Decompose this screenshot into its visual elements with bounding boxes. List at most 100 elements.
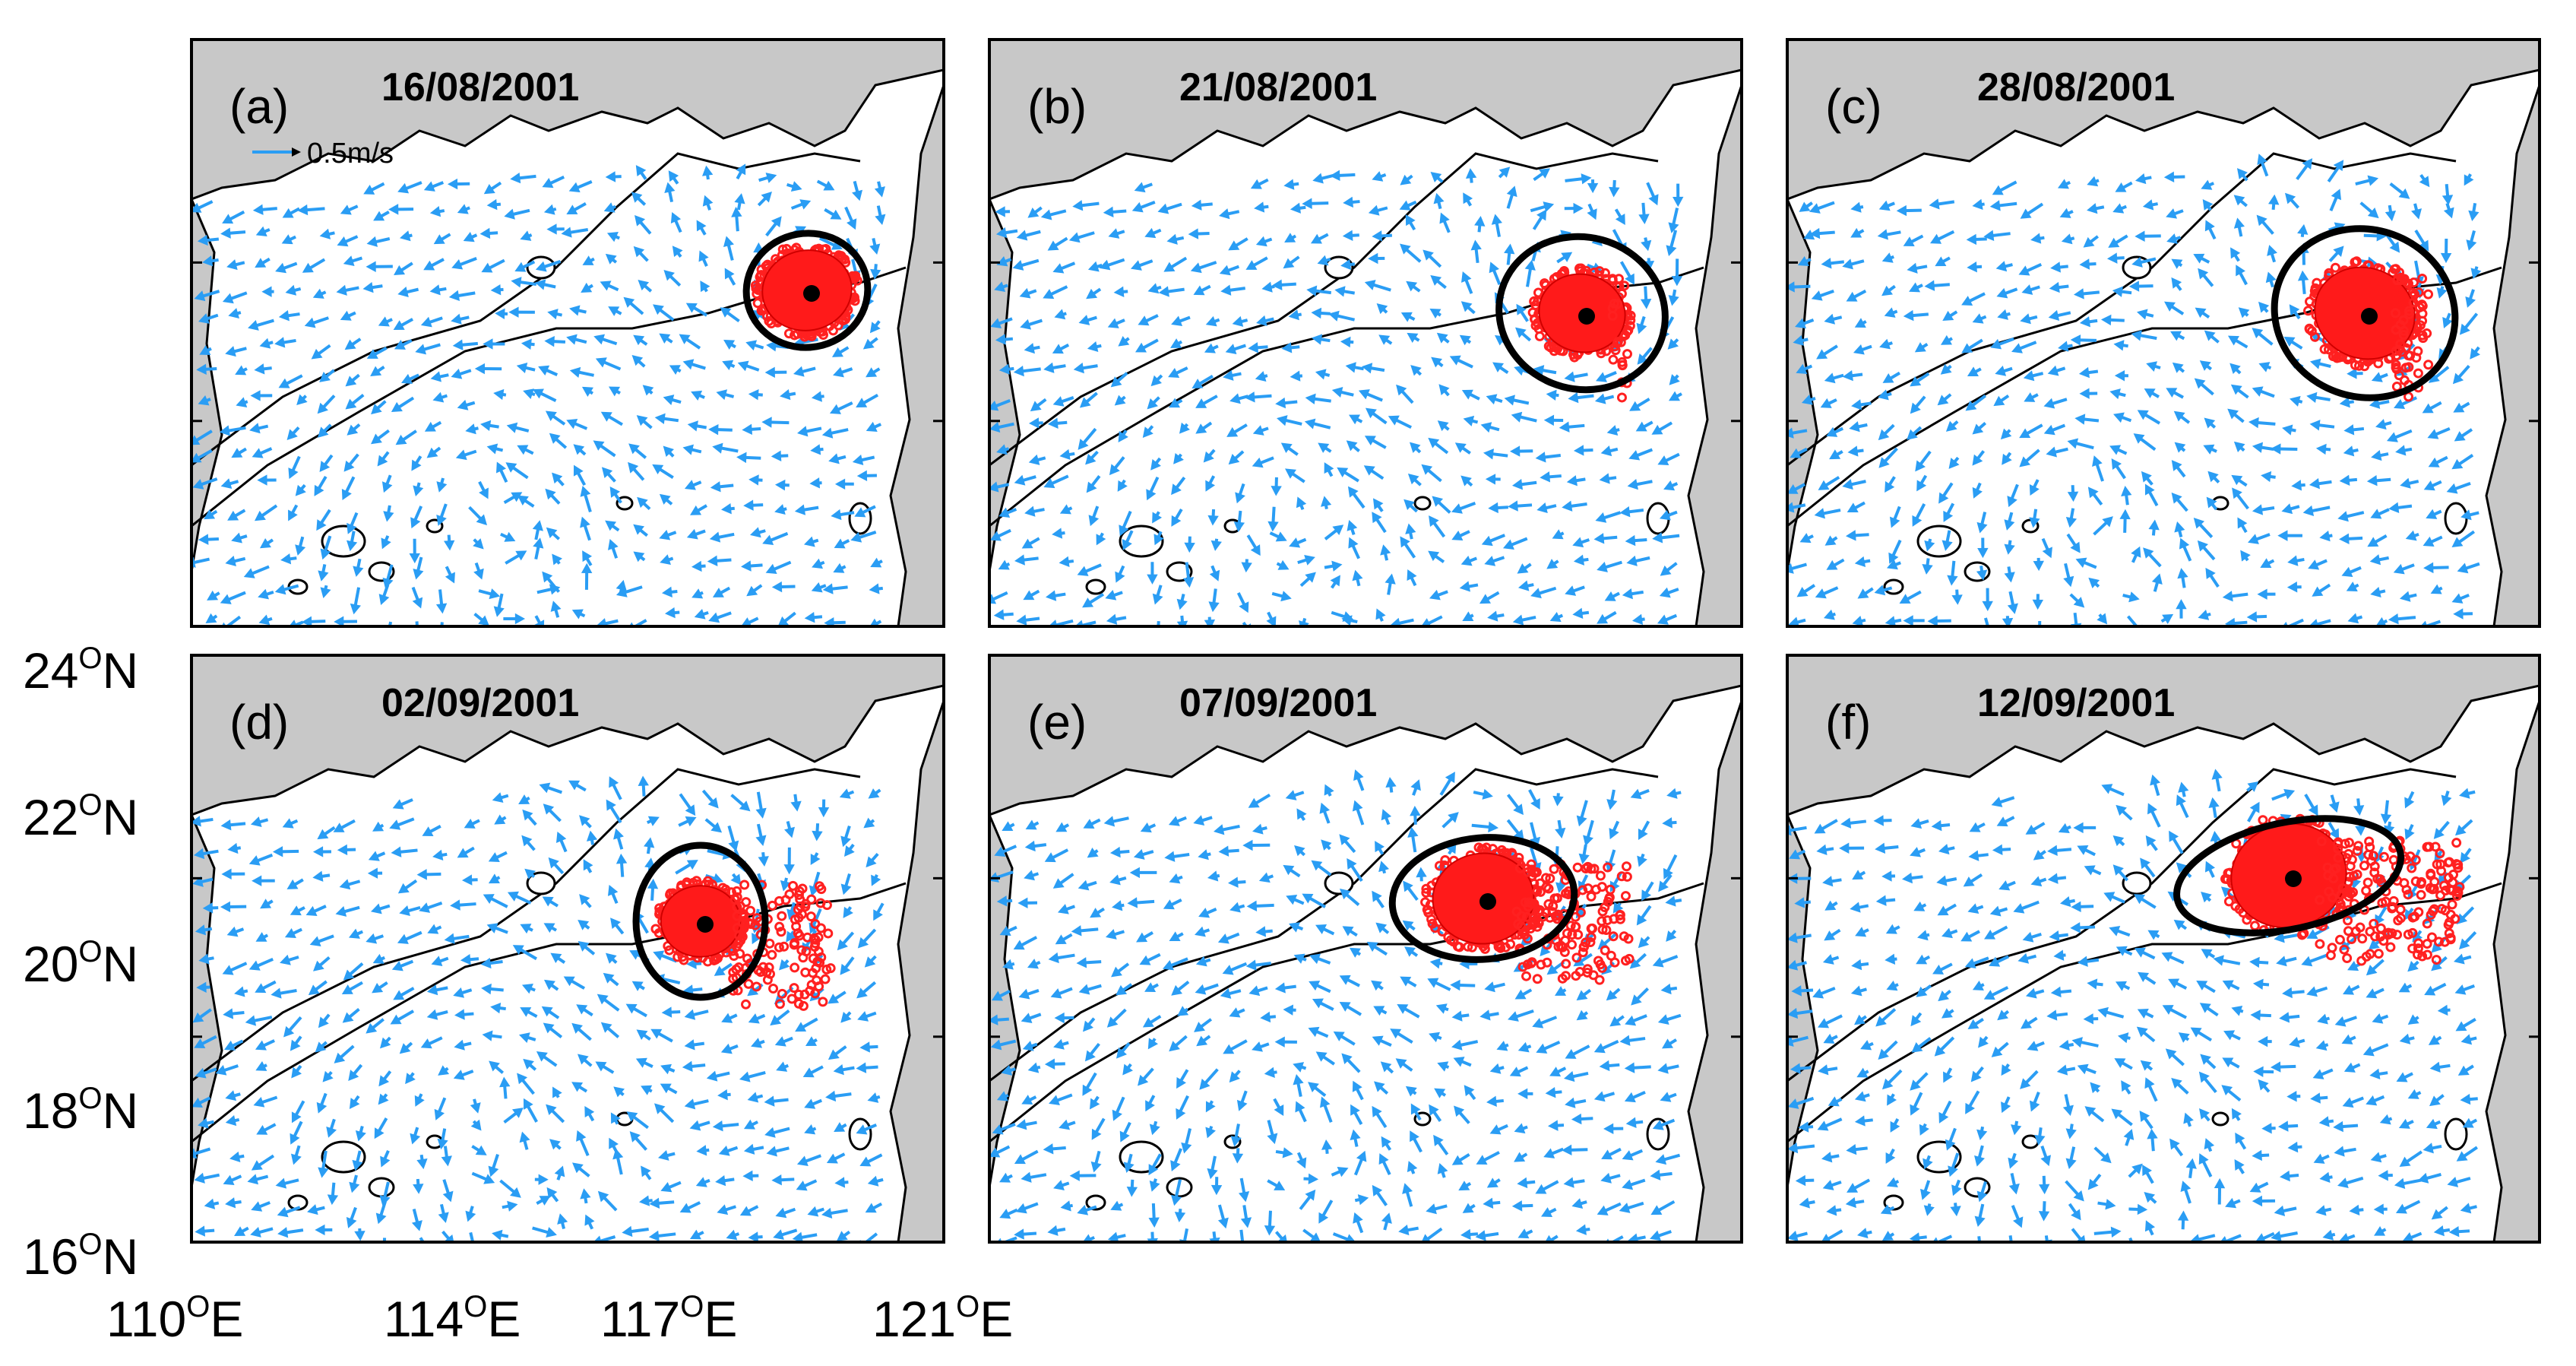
vector-head (342, 1012, 354, 1023)
vector-head (1358, 389, 1370, 400)
vector-head (1311, 307, 1322, 319)
vector-head (579, 894, 590, 905)
vector-head (1638, 828, 1648, 840)
velocity-vector (469, 1231, 475, 1242)
vector-head (455, 449, 467, 461)
vector-head (543, 1022, 555, 1034)
vector-head (2246, 611, 2258, 623)
vector-head (2137, 309, 2148, 320)
vector-head (999, 925, 1011, 937)
vector-head (205, 613, 217, 624)
vector-head (1305, 572, 1316, 583)
vector-head (712, 873, 723, 884)
vector-head (2049, 281, 2060, 293)
vector-head (1179, 422, 1190, 434)
vector-head (2206, 496, 2217, 509)
vector-head (1271, 279, 1283, 290)
vector-head (397, 933, 409, 944)
vector-head (843, 906, 853, 918)
vector-head (612, 1148, 624, 1160)
vector-head (1371, 980, 1383, 991)
vector-head (341, 984, 353, 994)
vector-head (989, 421, 1001, 433)
vector-head (1113, 286, 1125, 297)
vector-head (702, 165, 714, 176)
vector-head (322, 1070, 334, 1082)
vector-head (1229, 1071, 1240, 1083)
isobath-slope (989, 882, 1704, 1143)
vector-head (2428, 372, 2440, 383)
island (1166, 561, 1193, 582)
vector-head (613, 1086, 625, 1098)
vector-head (810, 853, 821, 866)
vector-head (748, 474, 759, 486)
vector-head (994, 846, 1006, 857)
velocity-vector (2126, 615, 2139, 626)
vector-head (664, 182, 676, 193)
vector-head (1199, 1079, 1210, 1090)
vector-head (1881, 252, 1894, 263)
vector-head (1536, 502, 1548, 514)
vector-head (254, 510, 266, 521)
vector-head (1119, 525, 1129, 537)
vector-head (275, 262, 286, 274)
vector-head (2007, 603, 2018, 614)
vector-head (1195, 423, 1207, 434)
vector-head (225, 1197, 236, 1209)
vector-head (538, 1174, 549, 1185)
vector-head (1372, 230, 1382, 242)
vector-head (685, 303, 698, 313)
vector-head (378, 316, 390, 327)
vector-head (723, 236, 734, 247)
vector-head (349, 1098, 360, 1110)
vector-head (600, 1022, 612, 1033)
vector-head (2004, 519, 2015, 531)
vector-head (1530, 588, 1542, 599)
vector-head (1248, 797, 1260, 808)
vector-head (771, 450, 782, 461)
vector-head (517, 495, 529, 506)
vector-head (1615, 214, 1625, 226)
vector-head (741, 560, 752, 572)
vector-head (1799, 201, 1811, 212)
vector-head (1021, 1013, 1033, 1023)
vector-head (811, 391, 822, 402)
tracer-particle (815, 958, 825, 968)
vector-head (736, 163, 746, 176)
vector-head (1657, 1014, 1669, 1025)
vector-head (1593, 1043, 1606, 1054)
vector-head (1496, 1041, 1508, 1051)
vector-head (1451, 530, 1464, 541)
vector-head (1245, 260, 1258, 270)
vector-head (2176, 599, 2187, 610)
tracer-particle (1623, 325, 1634, 336)
vector-head (1217, 933, 1229, 944)
vector-head (1372, 171, 1384, 182)
vector-head (642, 385, 654, 396)
vector-head (2048, 309, 2060, 321)
vector-head (1853, 344, 1865, 355)
vector-head (807, 1206, 819, 1217)
vector-head (2050, 261, 2061, 273)
vector-head (663, 445, 674, 458)
vector-head (1446, 842, 1457, 854)
vector-head (1025, 819, 1037, 830)
vector-head (1021, 538, 1033, 549)
vector-head (552, 553, 562, 566)
vector-head (691, 390, 703, 401)
vector-head (545, 488, 556, 500)
vector-head (549, 1139, 561, 1150)
vector-head (1388, 415, 1400, 426)
vector-head (833, 1064, 844, 1076)
land-china-coast (989, 40, 1742, 201)
vector-head (2097, 613, 2108, 625)
vector-head (311, 348, 323, 360)
vector-head (1972, 454, 1983, 466)
vector-head (197, 234, 208, 246)
vector-head (2057, 179, 2069, 189)
vector-head (1514, 327, 1527, 338)
vector-head (2227, 335, 2239, 346)
vector-head (372, 983, 384, 994)
vector-head (607, 884, 619, 896)
vector-head (1637, 855, 1647, 867)
